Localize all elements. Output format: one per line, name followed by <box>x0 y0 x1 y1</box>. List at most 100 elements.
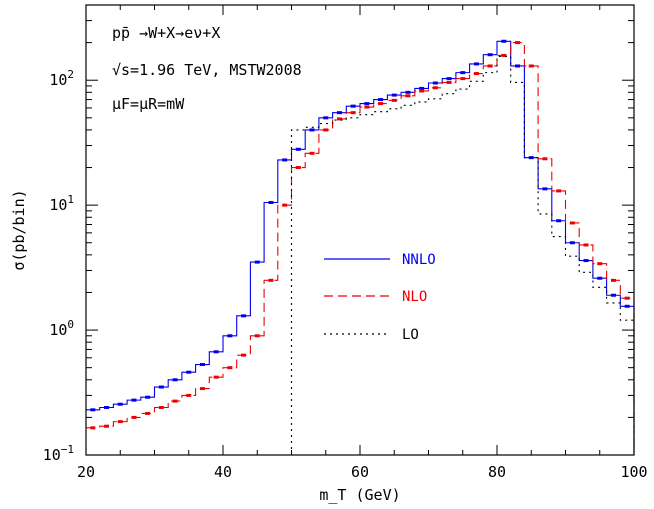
series-nnlo-point <box>199 363 205 367</box>
series-nnlo-point <box>213 350 219 354</box>
x-tick-label: 60 <box>351 463 369 481</box>
series-nlo-point <box>145 411 151 415</box>
series-nnlo-point <box>624 304 630 308</box>
series-nnlo-point <box>145 395 151 399</box>
series-nnlo-point <box>131 398 137 402</box>
series-nlo-point <box>323 128 329 132</box>
series-nlo-point <box>473 72 479 76</box>
y-tick-label: 101 <box>49 193 74 214</box>
legend-label-lo: LO <box>402 327 419 343</box>
series-nnlo-point <box>350 104 356 108</box>
series-nlo-point <box>117 420 123 424</box>
series-nnlo-point <box>419 86 425 90</box>
y-tick-label: 102 <box>49 68 74 89</box>
series-nnlo-point <box>542 187 548 191</box>
series-nnlo-point <box>90 408 96 412</box>
axes-layer: 20 40 60 80 100 10−1 100 101 102 <box>43 4 648 481</box>
series-nlo-point <box>254 334 260 338</box>
series-nlo-point <box>104 424 110 428</box>
series-nnlo-point <box>268 200 274 204</box>
series-nnlo-point <box>172 378 178 382</box>
series-nnlo-point <box>473 62 479 66</box>
series-lo-line <box>290 55 635 455</box>
legend-label-nnlo: NNLO <box>402 252 436 268</box>
series-nlo-point <box>405 94 411 98</box>
x-axis-label: m_T (GeV) <box>319 486 400 504</box>
legend: NNLO NLO LO <box>324 252 436 343</box>
x-tick-label: 40 <box>214 463 232 481</box>
series-nlo-point <box>432 86 438 90</box>
series-nlo-point <box>241 353 247 357</box>
series-nnlo-point <box>569 241 575 245</box>
series-nnlo-point <box>501 39 507 43</box>
series-nlo-point <box>199 387 205 391</box>
series-nnlo-point <box>282 158 288 162</box>
series-nlo-point <box>309 151 315 155</box>
series-nlo-point <box>172 399 178 403</box>
x-tick-label: 20 <box>77 463 95 481</box>
series-nnlo-point <box>556 219 562 223</box>
series-nnlo-point <box>295 147 301 151</box>
series-nlo-point <box>501 53 507 57</box>
series-nlo-point <box>213 375 219 379</box>
series-nlo-point <box>597 262 603 266</box>
series-nlo-point <box>186 393 192 397</box>
series-nlo-point <box>569 221 575 225</box>
series-nlo-point <box>624 296 630 300</box>
series-nnlo-point <box>104 406 110 410</box>
series-nlo-point <box>542 157 548 161</box>
series-layer <box>86 39 635 455</box>
series-nnlo-point <box>487 53 493 57</box>
annotation-process: pp̄ →W+X→eν+X <box>112 24 220 42</box>
series-nlo-point <box>446 80 452 84</box>
series-nnlo-point <box>336 111 342 115</box>
series-nlo-point <box>350 111 356 115</box>
series-nnlo-point <box>241 314 247 318</box>
series-nnlo-point <box>254 260 260 264</box>
series-nnlo-point <box>323 116 329 120</box>
x-tick-label: 100 <box>620 463 647 481</box>
series-nnlo-point <box>610 293 616 297</box>
series-nlo-point <box>90 426 96 430</box>
y-tick-label: 100 <box>49 318 74 339</box>
series-nnlo-point <box>405 90 411 94</box>
series-nlo-point <box>158 406 164 410</box>
series-nnlo-point <box>583 259 589 263</box>
series-nlo-point <box>460 77 466 81</box>
series-nnlo-point <box>597 276 603 280</box>
series-nnlo-point <box>364 102 370 106</box>
series-nlo-point <box>268 278 274 282</box>
series-nlo-point <box>364 105 370 109</box>
series-nlo-point <box>378 102 384 106</box>
series-nlo-point <box>556 189 562 193</box>
series-nnlo-point <box>391 93 397 97</box>
series-nlo-point <box>610 278 616 282</box>
series-nlo-point <box>131 415 137 419</box>
series-nnlo-point <box>515 64 521 68</box>
series-nlo-point <box>282 203 288 207</box>
y-axis-label: σ(pb/bin) <box>10 189 28 270</box>
series-nnlo-point <box>460 71 466 75</box>
series-nnlo-point <box>309 128 315 132</box>
series-nlo-point <box>583 243 589 247</box>
annotation-energy: √s=1.96 TeV, MSTW2008 <box>112 61 302 79</box>
series-nnlo-point <box>378 98 384 102</box>
annotation-scales: μF=μR=mW <box>112 95 185 113</box>
series-nnlo-point <box>432 81 438 85</box>
series-nnlo-point <box>227 334 233 338</box>
series-nnlo-point <box>117 402 123 406</box>
series-nnlo-point <box>186 370 192 374</box>
series-nlo-point <box>227 366 233 370</box>
series-nlo-point <box>419 89 425 93</box>
series-nlo-point <box>336 117 342 121</box>
series-nlo-point <box>391 98 397 102</box>
series-nnlo-point <box>158 385 164 389</box>
series-nlo-point <box>487 64 493 68</box>
series-nlo-point <box>515 41 521 45</box>
series-nlo-point <box>295 166 301 170</box>
x-tick-label: 80 <box>488 463 506 481</box>
series-nnlo-point <box>446 77 452 81</box>
series-nlo-point <box>528 64 534 68</box>
series-nlo-line <box>86 42 635 455</box>
